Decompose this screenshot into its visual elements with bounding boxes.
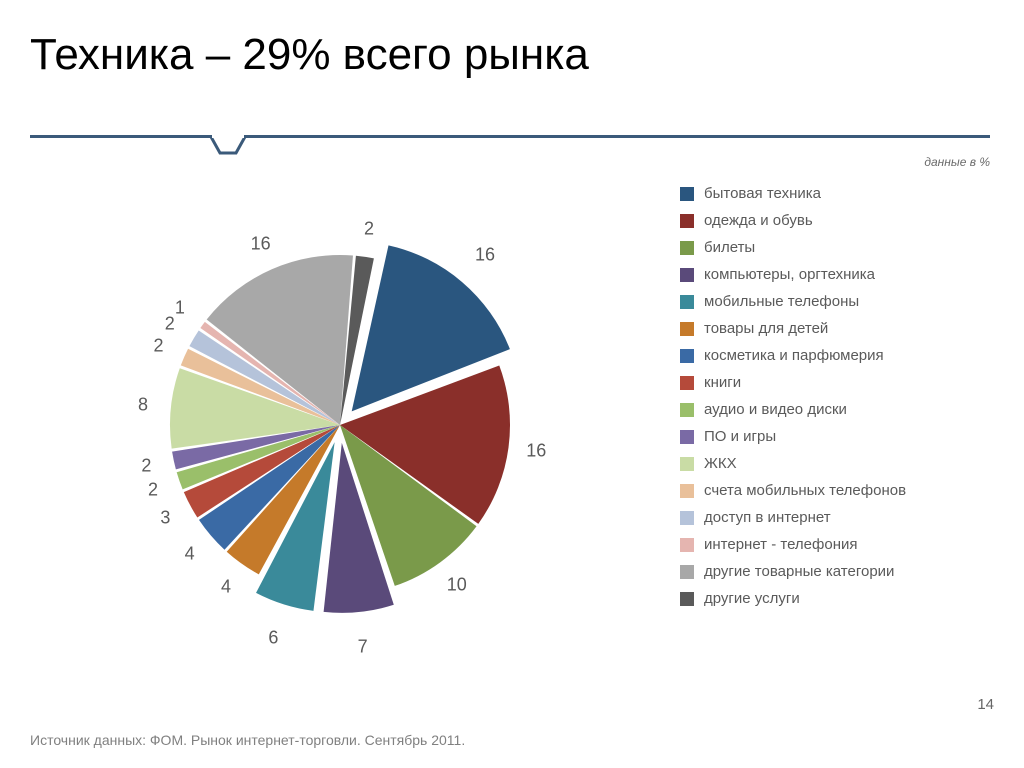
legend-item: аудио и видео диски [680,401,1000,418]
slice-value-label: 1 [175,298,185,319]
divider-notch [210,135,246,157]
legend-swatch [680,430,694,444]
legend-label: счета мобильных телефонов [704,482,906,499]
slice-value-label: 3 [160,508,170,529]
legend-swatch [680,295,694,309]
legend-label: ПО и игры [704,428,776,445]
legend-item: билеты [680,239,1000,256]
slide: Техника – 29% всего рынка данные в % 161… [0,0,1024,768]
legend-swatch [680,511,694,525]
legend-label: одежда и обувь [704,212,813,229]
legend-label: аудио и видео диски [704,401,847,418]
source-note: Источник данных: ФОМ. Рынок интернет-тор… [30,732,465,748]
legend-item: счета мобильных телефонов [680,482,1000,499]
legend-swatch [680,403,694,417]
legend-swatch [680,214,694,228]
slice-value-label: 2 [148,480,158,501]
slide-title: Техника – 29% всего рынка [30,30,589,80]
legend-label: мобильные телефоны [704,293,859,310]
legend-item: ПО и игры [680,428,1000,445]
legend-label: доступ в интернет [704,509,831,526]
legend-item: ЖКХ [680,455,1000,472]
legend-item: мобильные телефоны [680,293,1000,310]
legend-swatch [680,349,694,363]
legend-item: доступ в интернет [680,509,1000,526]
pie-chart: 16161076443228221162 [40,180,640,650]
legend-swatch [680,268,694,282]
slice-value-label: 16 [251,233,271,254]
legend-item: товары для детей [680,320,1000,337]
legend-swatch [680,565,694,579]
slice-value-label: 2 [165,313,175,334]
legend-swatch [680,538,694,552]
slice-value-label: 2 [364,219,374,240]
legend-item: одежда и обувь [680,212,1000,229]
legend-label: книги [704,374,741,391]
slice-value-label: 16 [475,245,495,266]
legend-label: компьютеры, оргтехника [704,266,875,283]
slice-value-label: 6 [268,628,278,649]
legend-item: бытовая техника [680,185,1000,202]
legend-item: компьютеры, оргтехника [680,266,1000,283]
slice-value-label: 10 [447,574,467,595]
legend-swatch [680,241,694,255]
legend-item: косметика и парфюмерия [680,347,1000,364]
slice-value-label: 16 [526,440,546,461]
legend-swatch [680,376,694,390]
legend-swatch [680,457,694,471]
legend-item: интернет - телефония [680,536,1000,553]
slice-value-label: 4 [185,543,195,564]
slice-value-label: 2 [154,335,164,356]
legend-swatch [680,322,694,336]
slice-value-label: 8 [138,395,148,416]
legend-label: интернет - телефония [704,536,858,553]
legend-swatch [680,187,694,201]
legend-swatch [680,592,694,606]
legend-item: другие товарные категории [680,563,1000,580]
legend-item: книги [680,374,1000,391]
legend-item: другие услуги [680,590,1000,607]
legend: бытовая техника одежда и обувь билеты компь… [680,185,1000,617]
legend-label: товары для детей [704,320,828,337]
legend-label: другие товарные категории [704,563,894,580]
page-number: 14 [977,696,994,713]
divider-line [30,135,990,138]
legend-swatch [680,484,694,498]
slice-value-label: 7 [358,637,368,658]
units-note: данные в % [924,155,990,169]
legend-label: билеты [704,239,755,256]
slice-value-label: 2 [141,456,151,477]
legend-label: косметика и парфюмерия [704,347,884,364]
slice-value-label: 4 [221,576,231,597]
legend-label: другие услуги [704,590,800,607]
legend-label: бытовая техника [704,185,821,202]
legend-label: ЖКХ [704,455,737,472]
